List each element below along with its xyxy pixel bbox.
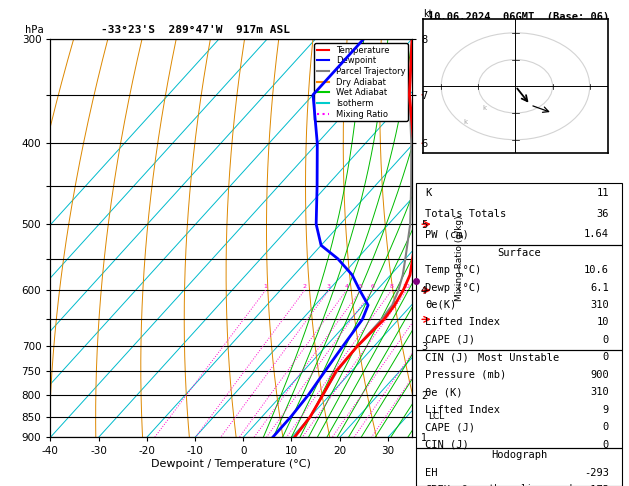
Text: 5: 5 <box>359 284 362 289</box>
Text: -173: -173 <box>584 485 609 486</box>
Text: θe(K): θe(K) <box>425 300 456 310</box>
Text: 2: 2 <box>303 284 306 289</box>
Text: Most Unstable: Most Unstable <box>478 352 560 363</box>
Text: Temp (°C): Temp (°C) <box>425 265 481 275</box>
Text: 0: 0 <box>603 335 609 345</box>
Text: 310: 310 <box>590 300 609 310</box>
Text: 11: 11 <box>596 188 609 198</box>
Legend: Temperature, Dewpoint, Parcel Trajectory, Dry Adiabat, Wet Adiabat, Isotherm, Mi: Temperature, Dewpoint, Parcel Trajectory… <box>314 43 408 121</box>
Text: -33°23'S  289°47'W  917m ASL: -33°23'S 289°47'W 917m ASL <box>101 25 290 35</box>
Text: 0: 0 <box>603 439 609 450</box>
Text: CIN (J): CIN (J) <box>425 352 469 362</box>
Text: SREH: SREH <box>425 485 450 486</box>
Text: 1.64: 1.64 <box>584 229 609 239</box>
Text: θe (K): θe (K) <box>425 387 462 398</box>
Text: 1: 1 <box>264 284 267 289</box>
Text: Dewp (°C): Dewp (°C) <box>425 282 481 293</box>
Text: 6.1: 6.1 <box>590 282 609 293</box>
Bar <box>416 448 621 486</box>
Text: k: k <box>482 105 486 111</box>
Text: © weatheronline.co.uk: © weatheronline.co.uk <box>462 484 576 486</box>
Bar <box>416 350 621 448</box>
Text: km
ASL: km ASL <box>428 16 445 35</box>
Text: CAPE (J): CAPE (J) <box>425 335 475 345</box>
Text: Hodograph: Hodograph <box>491 450 547 460</box>
Bar <box>416 245 621 350</box>
Text: 8: 8 <box>389 284 394 289</box>
Text: 10: 10 <box>403 284 411 289</box>
X-axis label: Dewpoint / Temperature (°C): Dewpoint / Temperature (°C) <box>151 459 311 469</box>
Text: -293: -293 <box>584 468 609 478</box>
Text: 10.06.2024  06GMT  (Base: 06): 10.06.2024 06GMT (Base: 06) <box>428 12 610 22</box>
Bar <box>416 184 621 245</box>
Text: 3: 3 <box>326 284 331 289</box>
Text: k: k <box>464 119 467 125</box>
Text: 6: 6 <box>370 284 374 289</box>
Text: CAPE (J): CAPE (J) <box>425 422 475 432</box>
Text: Lifted Index: Lifted Index <box>425 317 500 328</box>
Text: hPa: hPa <box>25 25 44 35</box>
Text: LCL: LCL <box>428 412 445 421</box>
Text: Totals Totals: Totals Totals <box>425 208 506 219</box>
Text: Pressure (mb): Pressure (mb) <box>425 370 506 380</box>
Text: 900: 900 <box>590 370 609 380</box>
Text: PW (cm): PW (cm) <box>425 229 469 239</box>
Text: 10.6: 10.6 <box>584 265 609 275</box>
Text: kt: kt <box>423 9 432 19</box>
Text: 36: 36 <box>596 208 609 219</box>
Text: CIN (J): CIN (J) <box>425 439 469 450</box>
Text: EH: EH <box>425 468 437 478</box>
Text: 0: 0 <box>603 422 609 432</box>
Text: 10: 10 <box>596 317 609 328</box>
Text: Lifted Index: Lifted Index <box>425 405 500 415</box>
Text: 9: 9 <box>603 405 609 415</box>
Text: 0: 0 <box>603 352 609 362</box>
Text: Mixing Ratio (g/kg): Mixing Ratio (g/kg) <box>455 215 464 301</box>
Text: 4: 4 <box>345 284 348 289</box>
Text: K: K <box>425 188 431 198</box>
Text: 310: 310 <box>590 387 609 398</box>
Text: Surface: Surface <box>497 248 541 258</box>
